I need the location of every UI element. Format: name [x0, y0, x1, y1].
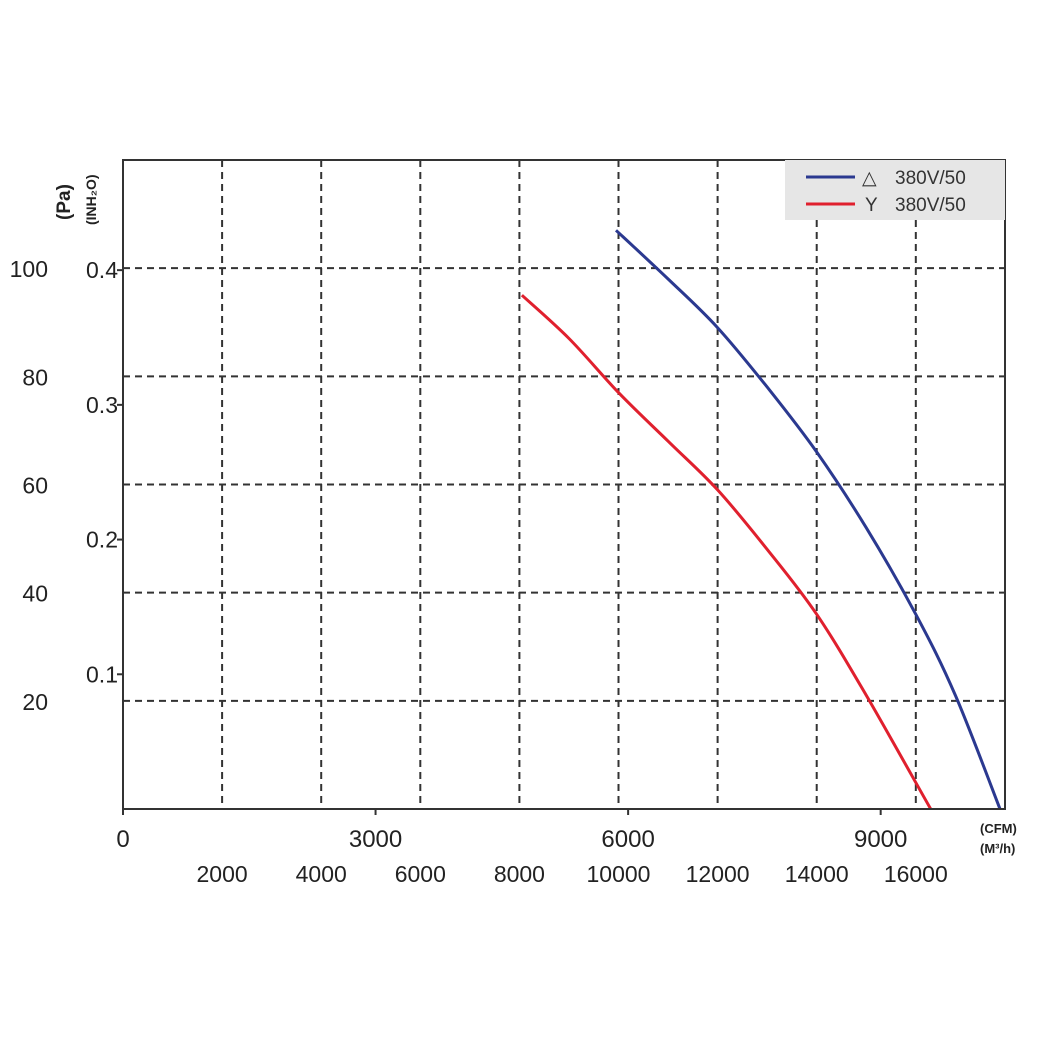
x-tick-label-cfm: 3000: [349, 826, 402, 853]
x-tick-label-m3h: 14000: [785, 861, 849, 887]
tick-labels: 2000 4000 6000 8000 10000 12000 14000 16000 20 40…: [10, 256, 948, 887]
legend-symbol-y: Y: [865, 195, 878, 216]
y-tick-label-inh2o: 0.4: [86, 257, 118, 283]
y-tick-label-pa: 100: [10, 256, 48, 282]
legend-label-y: 380V/50: [895, 195, 966, 216]
legend-symbol-delta: △: [862, 168, 877, 189]
plot-frame: [122, 159, 1006, 810]
y-tick-label-pa: 80: [22, 364, 48, 390]
legend-label-delta: 380V/50: [895, 168, 966, 189]
y-tick-label-pa: 60: [22, 473, 48, 499]
y-tick-label-inh2o: 0.1: [86, 661, 118, 687]
x-tick-label-m3h: 16000: [884, 861, 948, 887]
x-tick-label-m3h: 2000: [197, 861, 248, 887]
y-axis-label-pa: (Pa): [54, 184, 75, 220]
x-tick-label-m3h: 12000: [686, 861, 750, 887]
x-tick-label-m3h: 4000: [296, 861, 347, 887]
performance-curves: [520, 229, 1002, 810]
x-axis-label-m3h: (M³/h): [980, 841, 1015, 856]
series-line-delta: [614, 229, 1002, 810]
legend: △ 380V/50 Y 380V/50: [785, 160, 1005, 220]
x-tick-label-cfm: 6000: [601, 826, 654, 853]
legend-box: [785, 160, 1005, 220]
grid-lines: [123, 160, 1005, 809]
y-tick-label-pa: 20: [22, 689, 48, 715]
x-tick-label-m3h: 6000: [395, 861, 446, 887]
x-tick-label-m3h: 8000: [494, 861, 545, 887]
x-tick-label-m3h: 10000: [587, 861, 651, 887]
y-axis-label-inh2o: (INH₂O): [83, 174, 99, 225]
y-tick-label-pa: 40: [22, 581, 48, 607]
series-line-y: [520, 294, 933, 810]
y-tick-label-inh2o: 0.2: [86, 527, 118, 553]
y-tick-label-inh2o: 0.3: [86, 392, 118, 418]
x-tick-label-cfm: 0: [116, 826, 129, 853]
x-axis-label-cfm: (CFM): [980, 821, 1017, 836]
x-tick-label-cfm: 9000: [854, 826, 907, 853]
